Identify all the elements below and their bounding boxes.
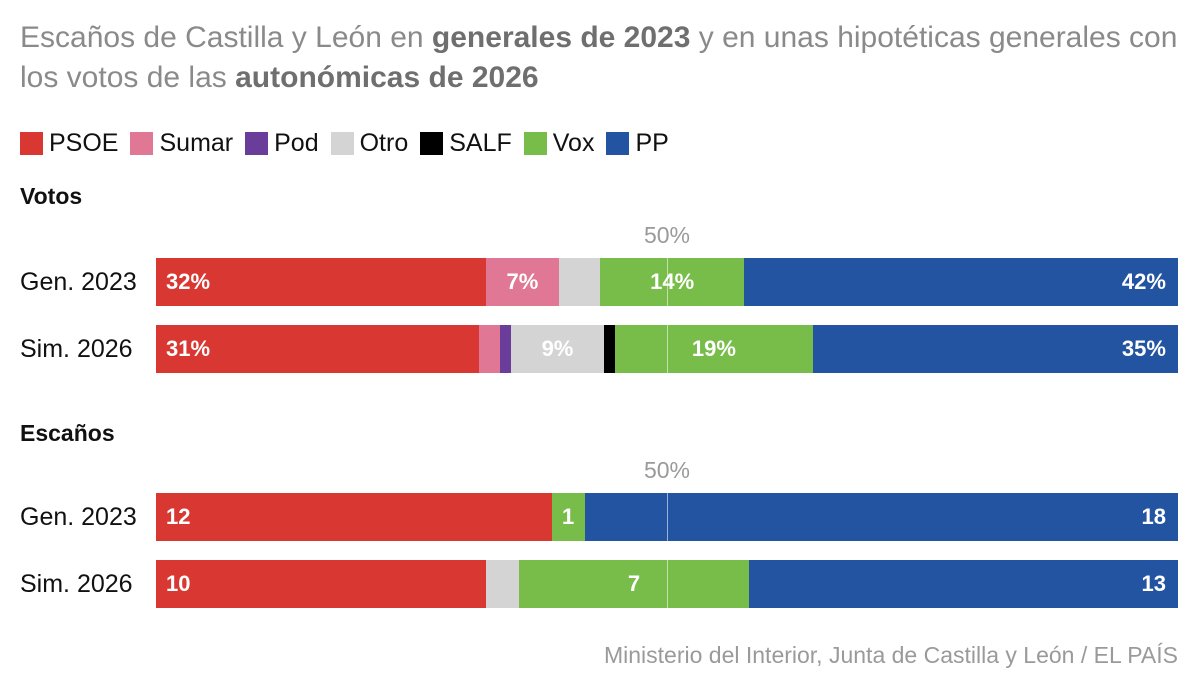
bar-segment-psoe: 32% <box>156 258 487 306</box>
legend-item-vox: Vox <box>523 128 595 158</box>
bar-segment-psoe: 12 <box>156 493 552 541</box>
legend-swatch <box>420 131 444 155</box>
legend-label: Vox <box>552 128 595 157</box>
data-label: 7 <box>627 571 641 596</box>
section-title: Escaños <box>20 420 115 446</box>
legend-label: PSOE <box>49 128 119 157</box>
bar-segment-pp: 13 <box>749 560 1178 608</box>
source-note: Ministerio del Interior, Junta de Castil… <box>603 642 1178 668</box>
bar-segment-psoe: 10 <box>156 560 486 608</box>
data-label: 13 <box>1141 571 1166 596</box>
bar-segment-otro <box>485 560 519 608</box>
legend-item-pod: Pod <box>245 128 319 158</box>
row-label: Sim. 2026 <box>20 570 133 598</box>
data-label: 10 <box>166 571 191 596</box>
legend-swatch <box>20 131 43 155</box>
legend-label: SALF <box>449 128 512 157</box>
bar-segment-vox: 14% <box>599 258 745 306</box>
legend-item-sumar: Sumar <box>130 129 233 158</box>
legend-label: Otro <box>359 128 409 157</box>
title-part-2: y en unas hipotéticas generales con los … <box>20 21 1178 94</box>
legend-label: PP <box>635 128 669 157</box>
bar-segment-salf <box>604 325 615 373</box>
legend-item-otro: Otro <box>330 128 409 158</box>
bar-segment-vox: 7 <box>518 560 750 608</box>
legend-item-pp: PP <box>606 128 669 158</box>
legend-label: Sumar <box>159 128 234 157</box>
legend-item-salf: SALF <box>420 129 512 158</box>
data-label: 32% <box>166 269 211 294</box>
title-bold-1: generales de 2023 <box>431 21 691 54</box>
bar-segment-otro <box>558 258 600 306</box>
bar-segment-otro: 9% <box>510 325 605 373</box>
row-label: Gen. 2023 <box>20 503 137 531</box>
data-label: 9% <box>541 336 574 361</box>
legend-swatch <box>606 131 630 155</box>
stacked-bar: 10 7 13 <box>156 560 1178 608</box>
legend-swatch <box>330 131 354 155</box>
stacked-bar: 12 1 18 <box>156 493 1178 541</box>
data-label: 1 <box>561 504 575 529</box>
bar-segment-psoe: 31% <box>156 325 480 373</box>
legend-label: Pod <box>274 128 319 157</box>
section-title: Votos <box>20 183 83 209</box>
bar-segment-sumar: 7% <box>486 258 559 306</box>
bar-segment-sumar <box>479 325 501 373</box>
stacked-bar: 32% 7% 14% 42% <box>156 258 1178 306</box>
reference-line-label: 50% <box>643 222 691 248</box>
reference-line-label: 50% <box>643 457 691 483</box>
legend-swatch <box>245 131 269 155</box>
bar-segment-pp: 35% <box>812 325 1178 373</box>
data-label: 19% <box>691 336 736 361</box>
data-label: 12 <box>166 504 191 529</box>
row-label: Sim. 2026 <box>20 335 133 363</box>
data-label: 42% <box>1121 269 1166 294</box>
bar-segment-pp: 18 <box>584 493 1178 541</box>
bar-segment-pp: 42% <box>744 258 1178 306</box>
title-bold-2: autonómicas de 2026 <box>235 61 539 94</box>
data-label: 31% <box>166 336 211 361</box>
legend-item-psoe: PSOE <box>20 129 118 158</box>
legend-swatch <box>130 131 154 155</box>
bar-segment-vox: 1 <box>551 493 585 541</box>
bar-segment-pod <box>500 325 511 373</box>
legend: PSOE Sumar Pod Otro SALF Vox PP <box>20 126 681 160</box>
bar-segment-vox: 19% <box>614 325 813 373</box>
stacked-bar: 31% 9% 19% 35% <box>156 325 1178 373</box>
data-label: 18 <box>1141 504 1166 529</box>
row-label: Gen. 2023 <box>20 268 137 296</box>
legend-swatch <box>523 131 547 155</box>
data-label: 35% <box>1121 336 1166 361</box>
data-label: 7% <box>506 269 539 294</box>
data-label: 14% <box>650 269 695 294</box>
title-part-1: Escaños de Castilla y León en <box>20 21 432 54</box>
chart-title: Escaños de Castilla y León en generales … <box>20 18 1185 98</box>
